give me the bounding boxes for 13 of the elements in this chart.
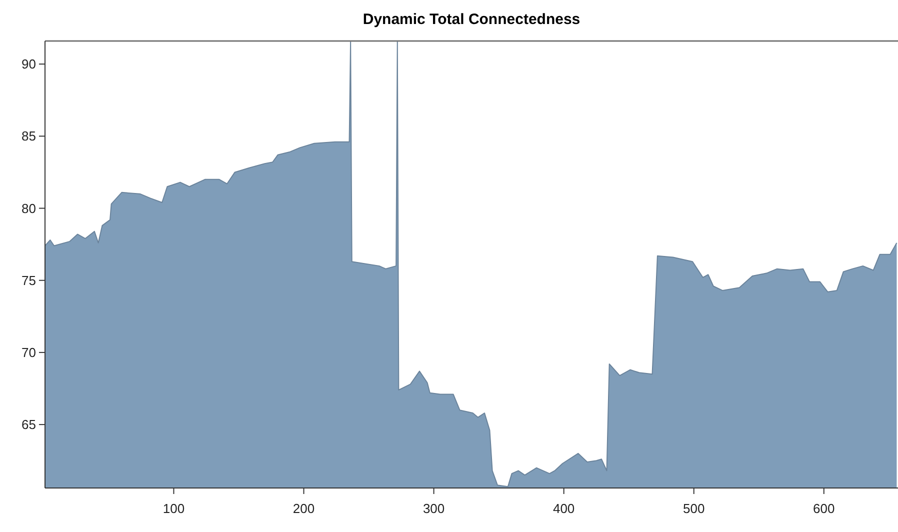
- x-tick-label: 300: [422, 501, 445, 516]
- y-tick-label: 80: [22, 200, 36, 216]
- y-tick-label: 65: [22, 417, 36, 432]
- y-tick-label: 70: [22, 345, 36, 360]
- y-tick-label: 90: [22, 56, 36, 72]
- y-tick-label: 75: [22, 272, 36, 288]
- y-tick-label: 85: [22, 128, 36, 144]
- x-tick-label: 100: [162, 501, 185, 516]
- chart-title: Dynamic Total Connectedness: [362, 11, 580, 28]
- x-tick-label: 400: [552, 501, 575, 516]
- x-tick-label: 500: [683, 501, 705, 516]
- x-tick-label: 600: [813, 501, 835, 516]
- x-tick-label: 200: [292, 501, 315, 516]
